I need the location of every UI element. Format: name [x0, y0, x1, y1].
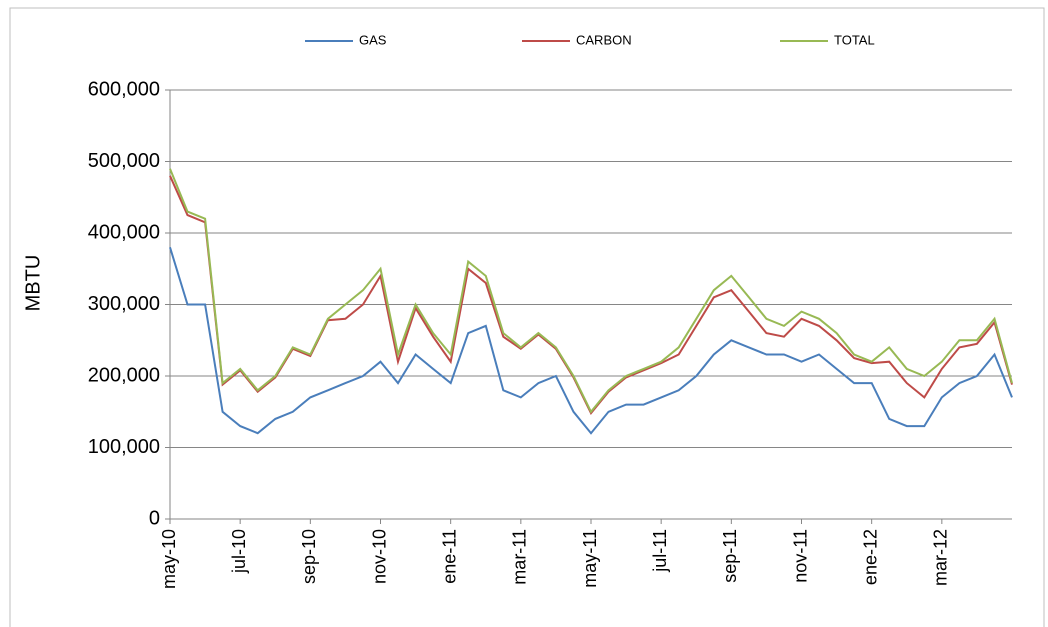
x-tick-label: sep-11	[720, 529, 740, 583]
x-tick-label: mar-12	[931, 529, 951, 586]
x-tick-label: sep-10	[299, 529, 319, 584]
y-tick-label: 300,000	[88, 293, 160, 315]
x-tick-label: nov-10	[369, 529, 389, 584]
x-tick-label: mar-11	[510, 529, 530, 585]
x-tick-label: may-11	[580, 529, 600, 588]
chart-frame	[9, 7, 1045, 627]
y-tick-label: 100,000	[88, 436, 160, 458]
y-axis-title: MBTU	[22, 255, 44, 312]
y-tick-label: 500,000	[88, 150, 160, 172]
x-tick-label: ene-11	[439, 529, 459, 584]
x-tick-label: jul-11	[650, 529, 670, 573]
x-tick-label: nov-11	[790, 529, 810, 583]
legend-label: GAS	[359, 32, 387, 47]
y-tick-label: 600,000	[88, 78, 160, 100]
x-tick-label: ene-12	[860, 529, 880, 585]
series-line	[169, 175, 1013, 416]
y-tick-label: 200,000	[88, 364, 160, 386]
y-tick-label: 0	[149, 507, 160, 529]
y-tick-label: 400,000	[88, 221, 160, 243]
series-line	[169, 168, 1013, 414]
legend-label: CARBON	[576, 32, 632, 47]
x-tick-label: jul-10	[229, 529, 249, 574]
series-line	[169, 247, 1013, 435]
legend-label: TOTAL	[834, 32, 875, 47]
x-tick-label: may-10	[159, 529, 179, 589]
